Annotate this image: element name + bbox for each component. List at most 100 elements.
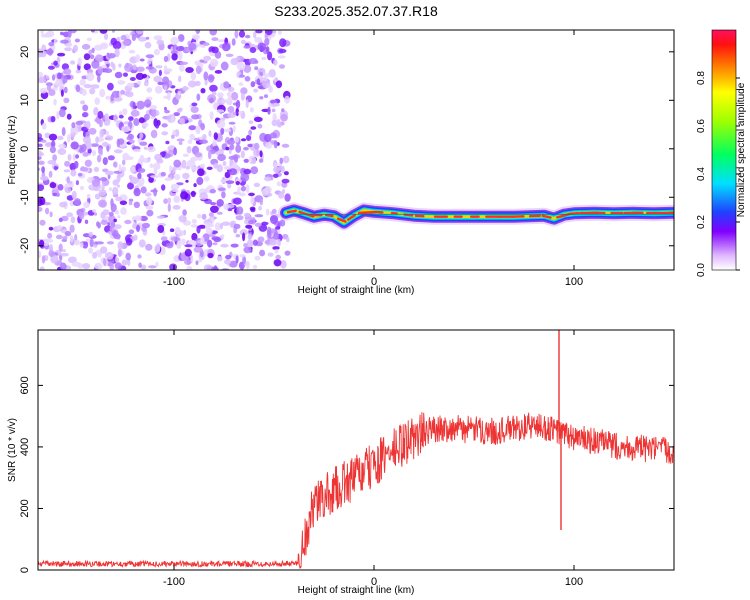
noise-speckle bbox=[226, 101, 233, 106]
colorbar-tick-label: 0.0 bbox=[696, 263, 707, 277]
noise-speckle bbox=[105, 95, 111, 100]
noise-speckle bbox=[110, 37, 118, 46]
noise-speckle bbox=[169, 228, 175, 232]
colorbar-label: Normalized spectral amplitude bbox=[736, 82, 747, 217]
spectrogram-x-ticks: -100 0 100 bbox=[163, 30, 583, 288]
noise-speckle bbox=[252, 239, 258, 246]
noise-speckle bbox=[82, 241, 89, 249]
noise-speckle bbox=[112, 186, 119, 196]
noise-speckle bbox=[92, 252, 98, 259]
noise-speckle bbox=[98, 199, 107, 208]
noise-speckle bbox=[207, 239, 213, 248]
noise-speckle bbox=[170, 115, 174, 123]
noise-speckle bbox=[115, 196, 123, 202]
noise-speckle bbox=[185, 67, 194, 73]
noise-speckle bbox=[96, 221, 100, 227]
noise-speckle bbox=[99, 129, 105, 138]
noise-speckle bbox=[47, 160, 57, 165]
noise-speckle bbox=[117, 215, 121, 219]
noise-speckle bbox=[245, 99, 249, 109]
noise-speckle bbox=[145, 66, 155, 70]
noise-speckle bbox=[86, 238, 90, 242]
noise-speckle bbox=[254, 214, 264, 218]
noise-speckle bbox=[218, 187, 226, 191]
noise-speckle bbox=[216, 255, 223, 262]
noise-speckle bbox=[198, 258, 202, 263]
noise-speckle bbox=[75, 120, 84, 126]
noise-speckle bbox=[212, 242, 218, 246]
noise-speckle bbox=[128, 49, 136, 54]
noise-speckle bbox=[134, 215, 142, 222]
noise-speckle bbox=[104, 113, 109, 122]
noise-speckle bbox=[264, 176, 272, 182]
noise-speckle bbox=[90, 143, 99, 148]
noise-speckle bbox=[137, 254, 142, 259]
noise-speckle bbox=[208, 97, 214, 104]
noise-speckle bbox=[258, 158, 264, 163]
noise-speckle bbox=[136, 30, 144, 35]
spectrogram-y-tick-label: 20 bbox=[19, 46, 31, 58]
noise-speckle bbox=[53, 60, 58, 66]
noise-speckle bbox=[240, 172, 250, 182]
noise-speckle bbox=[225, 180, 235, 185]
noise-speckle bbox=[175, 46, 185, 52]
noise-speckle bbox=[101, 182, 105, 192]
noise-speckle bbox=[194, 60, 201, 66]
noise-speckle bbox=[223, 203, 230, 210]
noise-speckle bbox=[39, 197, 46, 206]
noise-speckle bbox=[270, 99, 277, 104]
noise-speckle bbox=[61, 127, 66, 136]
noise-speckle bbox=[117, 184, 121, 188]
noise-speckle bbox=[136, 224, 140, 232]
noise-speckle bbox=[271, 119, 278, 127]
noise-speckle bbox=[38, 76, 46, 83]
noise-speckle bbox=[91, 30, 95, 33]
noise-speckle bbox=[277, 238, 281, 247]
noise-speckle bbox=[79, 166, 89, 172]
noise-speckle bbox=[234, 30, 239, 39]
noise-speckle bbox=[140, 186, 147, 194]
noise-speckle bbox=[113, 96, 123, 102]
snr-frame bbox=[37, 329, 675, 571]
noise-speckle bbox=[213, 237, 222, 243]
noise-speckle bbox=[191, 218, 197, 224]
noise-speckle bbox=[48, 246, 52, 250]
noise-speckle bbox=[210, 205, 219, 213]
noise-speckle bbox=[257, 236, 265, 243]
noise-speckle bbox=[282, 188, 286, 194]
ridge-core-segment bbox=[403, 213, 414, 217]
noise-speckle bbox=[39, 219, 46, 226]
noise-speckle bbox=[135, 72, 145, 80]
noise-speckle bbox=[41, 166, 45, 174]
noise-speckle bbox=[204, 188, 208, 194]
noise-speckle bbox=[121, 125, 131, 133]
noise-speckle bbox=[265, 208, 270, 216]
noise-speckle bbox=[138, 262, 142, 269]
noise-speckle bbox=[128, 201, 133, 206]
noise-speckle bbox=[60, 89, 64, 97]
noise-speckle bbox=[176, 138, 185, 142]
noise-speckle bbox=[213, 265, 218, 270]
noise-speckle bbox=[133, 148, 141, 153]
noise-speckle bbox=[199, 139, 208, 144]
noise-speckle bbox=[41, 255, 46, 264]
noise-speckle bbox=[278, 48, 287, 54]
noise-speckle bbox=[148, 265, 157, 269]
noise-speckle bbox=[247, 143, 253, 148]
noise-speckle bbox=[248, 58, 258, 64]
noise-speckle bbox=[207, 74, 215, 83]
snr-x-tick-label: 0 bbox=[371, 576, 377, 588]
spectrogram-x-tick-label: 0 bbox=[371, 276, 377, 288]
noise-speckle bbox=[142, 222, 150, 229]
noise-speckle bbox=[77, 57, 82, 67]
noise-speckle bbox=[176, 108, 182, 113]
noise-speckle bbox=[97, 75, 101, 83]
noise-speckle bbox=[48, 170, 53, 178]
noise-speckle bbox=[206, 166, 213, 170]
noise-speckle bbox=[57, 148, 67, 156]
noise-speckle bbox=[273, 259, 282, 267]
noise-speckle bbox=[67, 256, 77, 264]
noise-speckle bbox=[89, 87, 96, 95]
noise-speckle bbox=[239, 74, 245, 78]
